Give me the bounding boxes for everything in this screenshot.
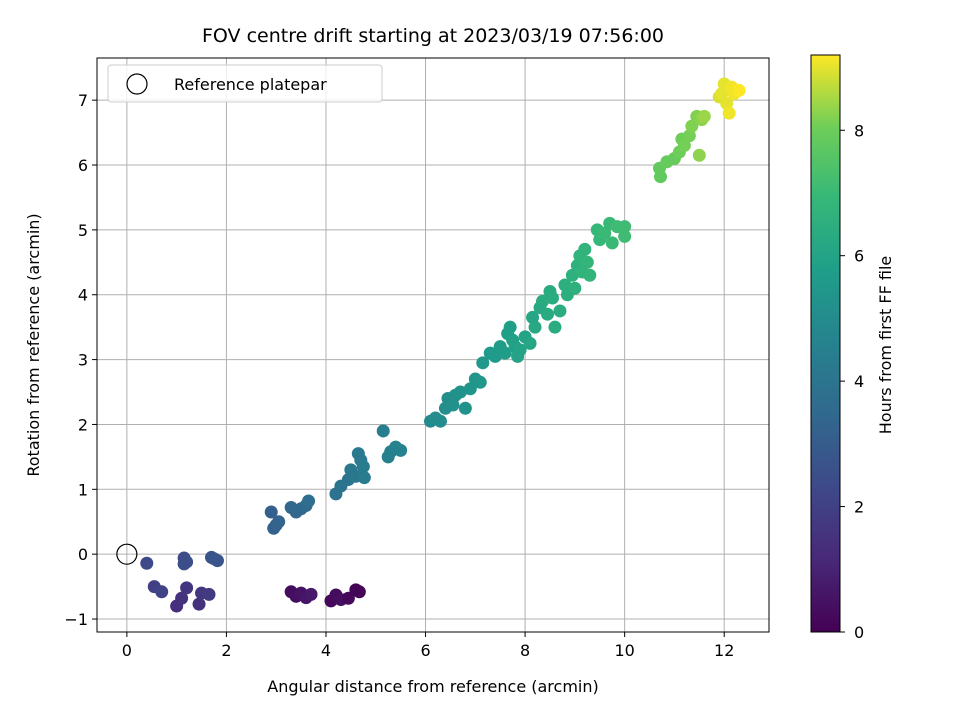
colorbar-axis: 0 2 4 6 8 <box>840 121 864 642</box>
colorbar <box>810 54 841 633</box>
data-point <box>357 471 371 485</box>
y-tick-label: 4 <box>78 286 88 305</box>
data-point <box>488 349 502 363</box>
data-point <box>523 336 537 350</box>
data-point <box>677 139 691 153</box>
reference-platepar-marker <box>116 543 138 565</box>
data-point <box>568 281 582 295</box>
y-tick-label: −1 <box>64 610 88 629</box>
data-point <box>463 382 477 396</box>
legend-reference-marker <box>126 73 148 95</box>
data-point <box>553 304 567 318</box>
x-tick-label: 10 <box>614 641 634 660</box>
data-point <box>446 398 460 412</box>
data-point <box>540 307 554 321</box>
x-tick-label: 4 <box>321 641 331 660</box>
data-point <box>545 291 559 305</box>
data-point <box>376 424 390 438</box>
data-point <box>272 515 286 529</box>
colorbar-tick-label: 8 <box>854 121 864 140</box>
data-point <box>692 148 706 162</box>
legend-box <box>107 64 383 103</box>
data-point <box>513 343 527 357</box>
data-point <box>558 278 572 292</box>
y-tick-label: 2 <box>78 415 88 434</box>
data-point <box>453 385 467 399</box>
data-point <box>598 226 612 240</box>
data-point <box>210 554 224 568</box>
plot-frame <box>96 57 770 633</box>
data-point <box>536 294 550 308</box>
data-point <box>155 585 169 599</box>
legend: Reference platepar <box>107 64 383 103</box>
x-tick-label: 6 <box>420 641 430 660</box>
colorbar-tick-label: 0 <box>854 623 864 642</box>
data-point <box>473 375 487 389</box>
data-point <box>302 494 316 508</box>
data-point <box>618 220 632 234</box>
chart-title: FOV centre drift starting at 2023/03/19 … <box>202 25 664 47</box>
data-point <box>264 505 278 519</box>
y-tick-label: 3 <box>78 351 88 370</box>
data-point <box>653 170 667 184</box>
x-tick-label: 2 <box>221 641 231 660</box>
y-axis: −1 0 1 2 3 4 5 6 7 <box>64 91 97 629</box>
data-point <box>528 320 542 334</box>
data-point <box>715 87 729 101</box>
data-point <box>526 310 540 324</box>
colorbar-tick-label: 4 <box>854 372 864 391</box>
data-point <box>578 242 592 256</box>
data-point <box>697 109 711 123</box>
data-point <box>180 555 194 569</box>
reference-marker-group <box>116 543 138 565</box>
y-tick-label: 7 <box>78 91 88 110</box>
x-tick-label: 12 <box>714 641 734 660</box>
data-point <box>140 556 154 570</box>
data-point <box>548 320 562 334</box>
y-axis-label: Rotation from reference (arcmin) <box>24 213 43 476</box>
data-point <box>685 119 699 133</box>
data-point <box>476 356 490 370</box>
x-tick-label: 0 <box>122 641 132 660</box>
data-point <box>503 320 517 334</box>
data-point <box>618 229 632 243</box>
data-point <box>180 581 194 595</box>
y-tick-label: 0 <box>78 545 88 564</box>
data-point <box>605 236 619 250</box>
data-point <box>722 106 736 120</box>
colorbar-tick-label: 6 <box>854 247 864 266</box>
data-point <box>580 255 594 269</box>
data-point <box>304 587 318 601</box>
data-point <box>720 96 734 110</box>
data-points <box>140 77 746 613</box>
y-tick-label: 5 <box>78 221 88 240</box>
data-point <box>341 591 355 605</box>
data-point <box>732 83 746 97</box>
data-point <box>565 268 579 282</box>
colorbar-tick-label: 2 <box>854 498 864 517</box>
y-tick-label: 6 <box>78 156 88 175</box>
data-point <box>352 585 366 599</box>
colorbar-label: Hours from first FF file <box>876 256 895 435</box>
data-point <box>682 129 696 143</box>
x-axis-label: Angular distance from reference (arcmin) <box>267 677 598 696</box>
data-point <box>175 591 189 605</box>
x-tick-label: 8 <box>520 641 530 660</box>
x-axis: 0 2 4 6 8 10 12 <box>122 632 734 660</box>
data-point <box>192 597 206 611</box>
data-point <box>458 401 472 415</box>
data-point <box>583 268 597 282</box>
data-point <box>498 346 512 360</box>
data-point <box>394 443 408 457</box>
data-point <box>356 460 370 474</box>
legend-entry-reference: Reference platepar <box>174 75 327 94</box>
data-point <box>202 587 216 601</box>
y-tick-label: 1 <box>78 480 88 499</box>
data-point <box>433 414 447 428</box>
